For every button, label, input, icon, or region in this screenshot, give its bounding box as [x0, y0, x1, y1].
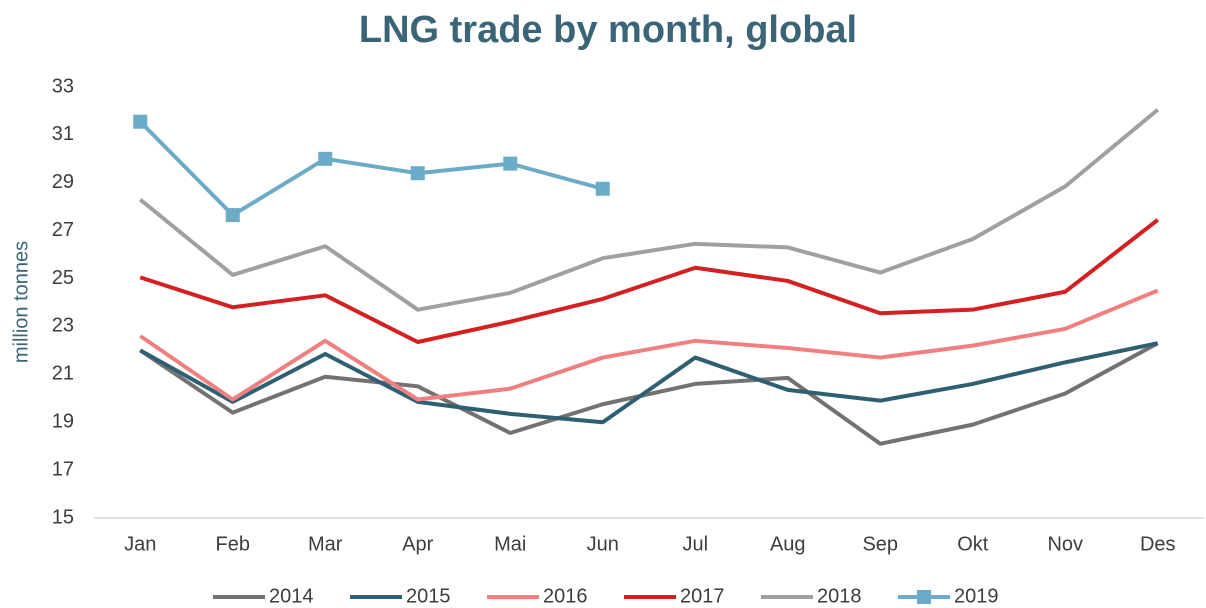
y-tick-label: 23: [52, 315, 74, 337]
y-tick-label: 33: [52, 75, 74, 97]
y-tick-label: 21: [52, 363, 74, 385]
y-tick-label: 31: [52, 123, 74, 145]
x-tick-label: Des: [1140, 533, 1176, 555]
point-marker: [225, 208, 240, 223]
series-line: [139, 341, 1159, 425]
y-tick-label: 29: [52, 171, 74, 193]
legend-label: 2018: [817, 585, 862, 607]
x-tick-label: Jul: [682, 533, 708, 555]
point-marker: [410, 166, 425, 181]
y-tick-label: 15: [52, 506, 74, 528]
point-marker: [503, 156, 518, 171]
x-tick-label: Feb: [216, 533, 250, 555]
series-line: [138, 108, 1160, 312]
x-tick-label: Mar: [308, 533, 343, 555]
y-axis-label: million tonnes: [10, 241, 32, 363]
series-line: [139, 218, 1159, 345]
y-tick-label: 25: [52, 267, 74, 289]
x-tick-label: Apr: [402, 533, 433, 555]
x-tick-label: Sep: [862, 533, 898, 555]
legend-label: 2017: [680, 585, 725, 607]
series-line: [139, 341, 1159, 446]
legend-label: 2016: [543, 585, 588, 607]
y-tick-label: 19: [52, 411, 74, 433]
legend-marker: [917, 590, 931, 604]
x-tick-label: Nov: [1047, 533, 1083, 555]
x-tick-label: Mai: [494, 533, 526, 555]
x-tick-label: Jan: [124, 533, 156, 555]
x-tick-label: Okt: [957, 533, 989, 555]
legend-label: 2019: [954, 585, 999, 607]
x-tick-label: Jun: [587, 533, 619, 555]
chart-title: LNG trade by month, global: [359, 9, 857, 51]
point-marker: [595, 181, 610, 196]
legend-label: 2014: [269, 585, 314, 607]
point-marker: [133, 114, 148, 129]
point-marker: [318, 151, 333, 166]
series-line: [138, 120, 604, 218]
series-line: [139, 288, 1159, 402]
y-tick-label: 17: [52, 458, 74, 480]
y-tick-label: 27: [52, 219, 74, 241]
x-tick-label: Aug: [770, 533, 806, 555]
legend-label: 2015: [406, 585, 451, 607]
